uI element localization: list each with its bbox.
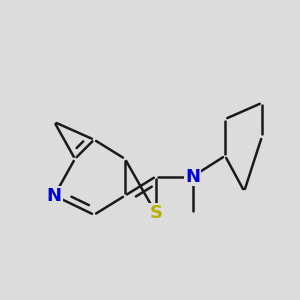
- Text: N: N: [185, 167, 200, 185]
- Text: N: N: [47, 187, 62, 205]
- Text: S: S: [149, 204, 162, 222]
